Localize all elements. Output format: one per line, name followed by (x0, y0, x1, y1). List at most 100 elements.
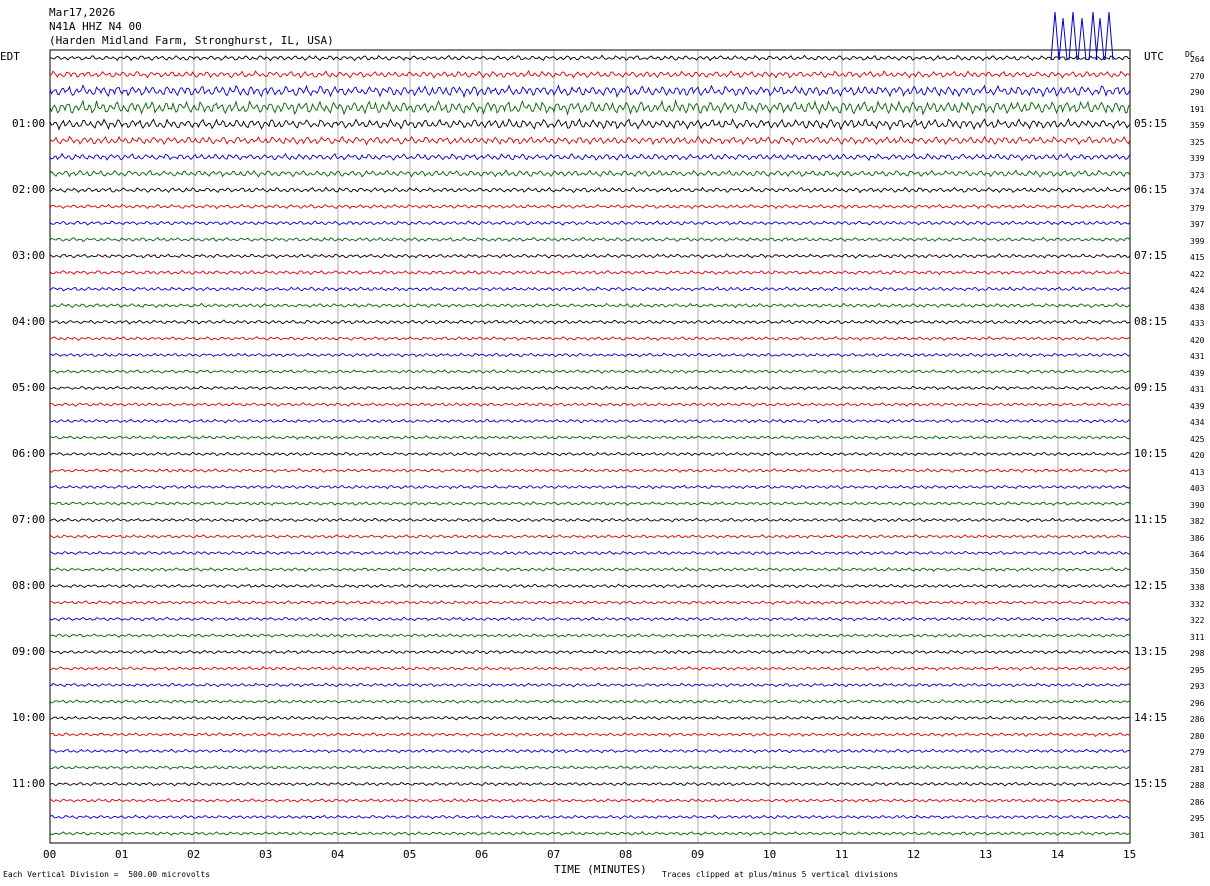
trace-38 (49, 666, 1131, 671)
trace-37 (49, 649, 1131, 655)
x-tick-label: 15 (1123, 848, 1137, 861)
x-tick-label: 03 (259, 848, 273, 861)
right-hour-label: 12:15 (1134, 579, 1168, 592)
dc-offset-value: 399 (1190, 236, 1205, 246)
trace-29 (49, 517, 1131, 523)
dc-offset-value: 288 (1190, 781, 1205, 790)
dc-offset-value: 374 (1190, 187, 1205, 196)
dc-offset-value: 332 (1190, 599, 1205, 609)
x-tick-label: 05 (403, 848, 417, 861)
event-pulse (1095, 17, 1105, 61)
dc-offset-value: 373 (1190, 170, 1205, 180)
x-tick-label: 13 (979, 848, 993, 861)
trace-32 (49, 567, 1131, 573)
x-tick-label: 07 (547, 848, 561, 861)
trace-34 (49, 600, 1131, 605)
trace-20 (49, 369, 1131, 374)
dc-offset-value: 439 (1190, 368, 1205, 378)
x-tick-label: 09 (691, 848, 705, 861)
trace-36 (49, 633, 1131, 638)
trace-5 (49, 118, 1131, 131)
trace-30 (49, 534, 1131, 539)
dc-offset-value: 295 (1190, 665, 1205, 675)
dc-offset-value: 290 (1190, 88, 1205, 97)
trace-24 (49, 435, 1131, 440)
right-hour-label: 10:15 (1134, 447, 1168, 460)
right-hour-label: 09:15 (1134, 381, 1168, 394)
plot-date: Mar17,2026 (49, 6, 116, 19)
dc-offset-value: 431 (1190, 385, 1205, 394)
dc-offset-value: 338 (1190, 583, 1205, 592)
trace-6 (49, 135, 1131, 146)
trace-41 (49, 715, 1131, 721)
dc-offset-value: 420 (1190, 335, 1205, 345)
station-code: N41A HHZ N4 00 (49, 20, 142, 33)
dc-offset-value: 433 (1190, 319, 1205, 328)
dc-offset-value: 325 (1190, 137, 1205, 147)
trace-13 (49, 253, 1131, 259)
station-location: (Harden Midland Farm, Stronghurst, IL, U… (49, 34, 334, 47)
x-tick-label: 02 (187, 848, 201, 861)
dc-offset-value: 293 (1190, 682, 1205, 691)
trace-11 (49, 220, 1131, 226)
dc-offset-value: 296 (1190, 698, 1205, 708)
dc-offset-value: 438 (1190, 302, 1205, 312)
dc-offset-value: 286 (1190, 715, 1205, 724)
dc-offset-value: 264 (1190, 55, 1205, 64)
left-hour-label: 06:00 (12, 447, 46, 460)
left-hour-label: 09:00 (12, 645, 46, 658)
right-hour-label: 08:15 (1134, 315, 1168, 328)
dc-offset-value: 279 (1190, 748, 1205, 757)
trace-7 (49, 152, 1131, 162)
dc-offset-value: 270 (1190, 71, 1205, 81)
left-hour-label: 08:00 (12, 579, 46, 592)
event-pulse (1068, 11, 1078, 61)
right-hour-label: 14:15 (1134, 711, 1168, 724)
right-hour-label: 07:15 (1134, 249, 1168, 262)
trace-47 (49, 814, 1131, 820)
x-tick-label: 04 (331, 848, 345, 861)
dc-offset-value: 364 (1190, 550, 1205, 559)
dc-offset-value: 350 (1190, 566, 1205, 576)
trace-4 (49, 98, 1131, 116)
left-hour-label: 03:00 (12, 249, 46, 262)
dc-offset-value: 295 (1190, 814, 1205, 823)
trace-3 (49, 84, 1131, 99)
dc-offset-value: 386 (1190, 533, 1205, 543)
trace-22 (49, 402, 1131, 407)
clip-note: Traces clipped at plus/minus 5 vertical … (662, 870, 899, 879)
event-pulse (1104, 11, 1114, 61)
trace-17 (49, 319, 1131, 325)
trace-44 (49, 764, 1131, 770)
dc-offset-value: 439 (1190, 401, 1205, 411)
plot-frame (49, 49, 1131, 844)
trace-21 (49, 385, 1131, 391)
dc-offset-value: 339 (1190, 154, 1205, 163)
trace-33 (49, 583, 1131, 589)
right-timezone-label: UTC (1144, 50, 1164, 63)
trace-10 (49, 203, 1131, 210)
trace-12 (49, 236, 1131, 243)
dc-offset-value: 379 (1190, 203, 1205, 213)
dc-offset-value: 322 (1190, 616, 1205, 625)
dc-offset-value: 397 (1190, 220, 1205, 229)
x-tick-label: 12 (907, 848, 921, 861)
dc-offset-value: 191 (1190, 104, 1205, 114)
x-tick-label: 08 (619, 848, 633, 861)
right-hour-label: 15:15 (1134, 777, 1168, 790)
trace-2 (49, 69, 1131, 79)
x-tick-label: 01 (115, 848, 129, 861)
dc-offset-value: 286 (1190, 797, 1205, 807)
trace-23 (49, 418, 1131, 424)
trace-48 (49, 831, 1131, 837)
event-pulse (1058, 17, 1068, 61)
x-tick-label: 00 (43, 848, 57, 861)
left-hour-label: 02:00 (12, 183, 46, 196)
event-pulse (1077, 17, 1087, 61)
trace-25 (49, 451, 1131, 457)
event-pulse (1088, 11, 1098, 61)
trace-40 (49, 699, 1131, 704)
dc-offset-value: 281 (1190, 764, 1205, 774)
dc-offset-value: 382 (1190, 517, 1205, 526)
dc-offset-value: 422 (1190, 269, 1205, 279)
